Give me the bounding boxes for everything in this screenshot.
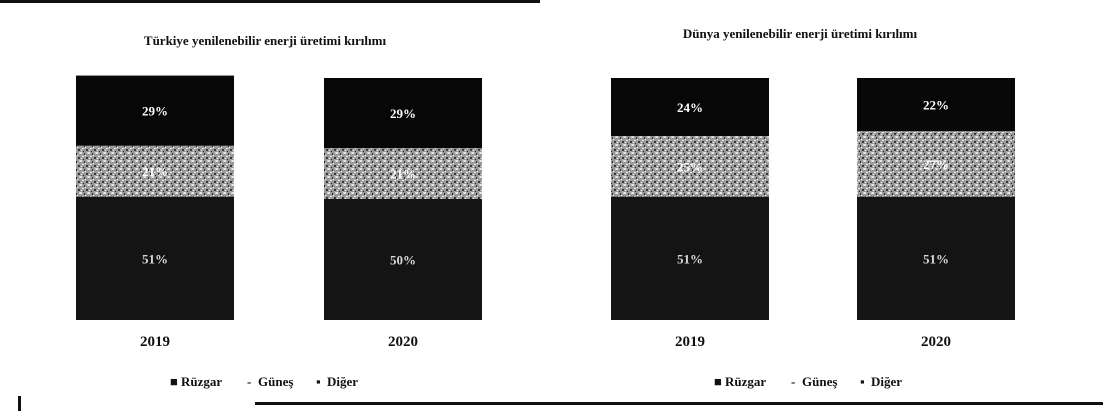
chart-2-bar-2019-gne-label: 25% <box>677 159 703 174</box>
bottom-rule <box>255 402 1103 405</box>
chart-1-bar-2020-dier <box>324 78 482 149</box>
chart-1-bar-2020-rzgar <box>324 199 482 320</box>
chart-1-bar-2020-dier-label: 29% <box>390 106 416 121</box>
chart-1-bar-2020-gne <box>324 148 482 199</box>
chart-2-bar-2020-dier-label: 22% <box>923 98 949 113</box>
chart-1-legend-label-2: Güneş <box>258 374 293 389</box>
chart-1-bar-2020-rzgar-label: 50% <box>390 253 416 268</box>
chart-1-bar-2020-gne-label: 21% <box>390 167 416 182</box>
chart-2-bar-2020-gne-label: 27% <box>923 157 949 172</box>
chart-2-category-2020: 2020 <box>921 334 951 350</box>
chart-1-category-2019: 2019 <box>140 334 170 350</box>
chart-2-legend-label-3: Diğer <box>871 374 902 389</box>
chart-1-legend-label-1: Rüzgar <box>181 374 222 389</box>
chart-2-bar-2019-dier-label: 24% <box>677 100 703 115</box>
chart-2-legend-marker-3: ▪ <box>860 374 865 389</box>
chart-2-category-2019: 2019 <box>675 334 705 350</box>
chart-2-bar-2019-rzgar-label: 51% <box>677 251 703 266</box>
chart-1-legend-label-3: Diğer <box>327 374 358 389</box>
chart-2-legend-marker-2: - <box>791 374 795 389</box>
top-rule <box>0 0 540 3</box>
chart-2-bar-2020-gne <box>857 131 1015 197</box>
chart-1-category-2020: 2020 <box>388 334 418 350</box>
chart-1-legend-marker-1: ■ <box>170 374 178 389</box>
chart-1-bar-2019-gne <box>76 145 234 197</box>
chart-2-bar-2020-dier <box>857 78 1015 132</box>
chart-2-title: Dünya yenilenebilir enerji üretimi kırıl… <box>683 26 918 41</box>
chart-1-bar-2019-dier <box>76 75 234 146</box>
chart-1-bar-2019-rzgar <box>76 196 234 320</box>
chart-1-bar-2019-rzgar-label: 51% <box>142 251 168 266</box>
left-edge-mark <box>18 396 21 411</box>
chart-2-bar-2019-gne <box>611 136 769 197</box>
chart-2-legend-marker-1: ■ <box>714 374 722 389</box>
chart-2-bar-2020-rzgar-label: 51% <box>923 251 949 266</box>
chart-2-legend-label-2: Güneş <box>802 374 837 389</box>
chart-2-bar-2019-dier <box>611 78 769 137</box>
chart-2-bar-2019-rzgar <box>611 196 769 320</box>
chart-1-legend-marker-2: - <box>247 374 251 389</box>
chart-2-bar-2020-rzgar <box>857 196 1015 320</box>
chart-1-bar-2019-gne-label: 21% <box>142 164 168 179</box>
chart-1-title: Türkiye yenilenebilir enerji üretimi kır… <box>144 33 387 48</box>
chart-1-legend-marker-3: ▪ <box>316 374 321 389</box>
chart-1-bar-2019-dier-label: 29% <box>142 104 168 119</box>
chart-2-legend-label-1: Rüzgar <box>725 374 766 389</box>
